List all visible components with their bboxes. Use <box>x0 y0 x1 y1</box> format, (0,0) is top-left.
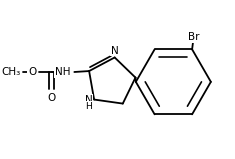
Text: O: O <box>47 93 56 103</box>
Text: CH₃: CH₃ <box>1 67 21 77</box>
Text: O: O <box>28 67 36 77</box>
Text: Br: Br <box>188 32 199 42</box>
Text: N: N <box>111 46 118 56</box>
Text: NH: NH <box>55 67 70 77</box>
Text: N: N <box>85 95 92 105</box>
Text: H: H <box>85 102 92 111</box>
